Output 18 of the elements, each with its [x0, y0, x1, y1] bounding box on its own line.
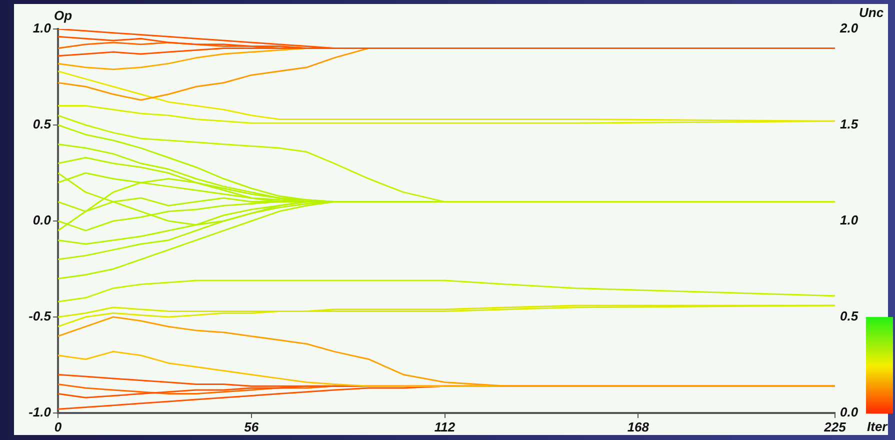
x-tick-label: 225	[823, 419, 847, 434]
y2-tick-label: 0.5	[840, 308, 859, 324]
y2-tick-label: 1.5	[840, 116, 859, 132]
y-tick-label: 0.0	[32, 212, 52, 228]
y2-tick-label: 1.0	[840, 212, 859, 228]
y-tick-label: -0.5	[28, 308, 52, 324]
x-tick-label: 168	[627, 419, 650, 434]
y-tick-label: 0.5	[32, 116, 52, 132]
x-tick-label: 56	[244, 419, 260, 434]
y-tick-label: -1.0	[28, 404, 52, 420]
x-tick-label: 112	[434, 419, 456, 434]
x-tick-label: 0	[54, 419, 62, 434]
y2-tick-label: 0.0	[840, 404, 859, 420]
y-tick-label: 1.0	[32, 20, 52, 36]
y2-axis-title: Unc	[859, 5, 884, 20]
y2-tick-label: 2.0	[839, 20, 859, 36]
x-axis-title: Iter	[867, 419, 888, 434]
y-axis-title: Op	[54, 8, 72, 24]
